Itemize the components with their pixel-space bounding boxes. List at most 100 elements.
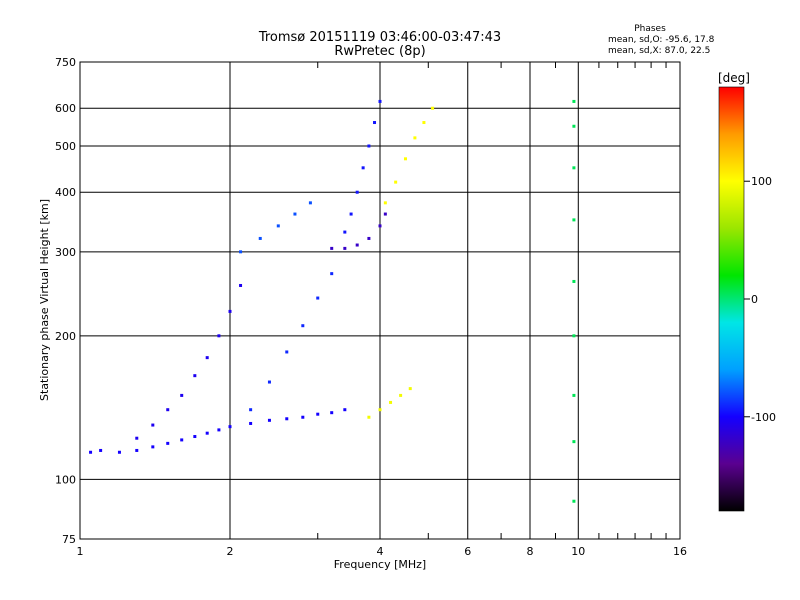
grid xyxy=(80,62,680,539)
echo-point xyxy=(151,423,155,427)
echo-point xyxy=(383,212,387,216)
phases-x-line: mean, sd,X: 87.0, 22.5 xyxy=(608,46,710,56)
echo-point xyxy=(355,243,359,247)
echo-point xyxy=(367,415,371,419)
echo-point xyxy=(205,431,209,435)
echo-point xyxy=(572,393,576,397)
echo-point xyxy=(408,387,412,391)
echo-point xyxy=(367,236,371,240)
echo-point xyxy=(193,435,197,439)
echo-point xyxy=(378,224,382,228)
colorbar-tick-label: 0 xyxy=(751,293,758,306)
echo-point xyxy=(383,201,387,205)
colorbar-tick-label: -100 xyxy=(751,411,776,424)
echo-point xyxy=(378,408,382,412)
y-tick-label: 75 xyxy=(62,533,76,546)
echo-point xyxy=(316,412,320,416)
echo-point xyxy=(367,144,371,148)
echo-point xyxy=(301,324,305,328)
echo-point xyxy=(330,246,334,250)
echo-point xyxy=(193,374,197,378)
echo-point xyxy=(217,428,221,432)
echo-point xyxy=(135,436,139,440)
x-axis-label: Frequency [MHz] xyxy=(334,558,426,571)
echo-point xyxy=(572,218,576,222)
echo-point xyxy=(399,393,403,397)
echo-point xyxy=(572,440,576,444)
echo-point xyxy=(285,417,289,421)
echo-point xyxy=(135,448,139,452)
echo-point xyxy=(343,408,347,412)
echo-point xyxy=(249,421,253,425)
x-tick-label: 16 xyxy=(673,545,687,558)
axes: 1 2 4 6 8 10 16 75 100 200 300 400 500 600 750 xyxy=(55,56,687,558)
echo-point xyxy=(166,408,170,412)
colorbar-tick-label: 100 xyxy=(751,175,772,188)
echo-point xyxy=(239,283,243,287)
data-points xyxy=(89,99,576,503)
x-tick-label: 10 xyxy=(571,545,585,558)
echo-point xyxy=(373,121,377,125)
echo-point xyxy=(180,393,184,397)
y-tick-label: 400 xyxy=(55,186,76,199)
echo-point xyxy=(117,450,121,454)
echo-point xyxy=(572,166,576,170)
phases-heading: Phases xyxy=(634,24,666,34)
echo-point xyxy=(293,212,297,216)
echo-point xyxy=(355,190,359,194)
echo-point xyxy=(239,250,243,254)
x-tick-label: 1 xyxy=(77,545,84,558)
echo-point xyxy=(316,296,320,300)
y-tick-label: 500 xyxy=(55,140,76,153)
echo-point xyxy=(572,499,576,503)
echo-point xyxy=(330,272,334,276)
y-axis-label: Stationary phase Virtual Height [km] xyxy=(38,199,51,401)
x-tick-label: 4 xyxy=(377,545,384,558)
x-tick-label: 6 xyxy=(464,545,471,558)
echo-point xyxy=(276,224,280,228)
chart-subtitle: RwPretec (8p) xyxy=(334,44,425,59)
x-tick-label: 2 xyxy=(227,545,234,558)
echo-point xyxy=(330,411,334,415)
x-tick-label: 8 xyxy=(527,545,534,558)
echo-point xyxy=(301,415,305,419)
echo-point xyxy=(228,309,232,313)
y-tick-label: 300 xyxy=(55,246,76,259)
echo-point xyxy=(151,445,155,449)
y-tick-label: 600 xyxy=(55,102,76,115)
colorbar: [deg] 100 0 -100 xyxy=(718,71,776,512)
echo-point xyxy=(378,99,382,103)
echo-point xyxy=(343,230,347,234)
echo-point xyxy=(99,448,103,452)
echo-point xyxy=(285,350,289,354)
echo-point xyxy=(258,236,262,240)
echo-point xyxy=(228,425,232,429)
echo-point xyxy=(389,400,393,404)
y-tick-label: 750 xyxy=(55,56,76,69)
phases-box: Phases mean, sd,O: -95.6, 17.8 mean, sd,… xyxy=(608,24,715,56)
echo-point xyxy=(89,450,93,454)
echo-point xyxy=(267,380,271,384)
echo-point xyxy=(361,166,365,170)
echo-point xyxy=(249,408,253,412)
y-tick-label: 100 xyxy=(55,473,76,486)
echo-point xyxy=(343,246,347,250)
echo-point xyxy=(413,136,417,140)
echo-point xyxy=(166,441,170,445)
echo-point xyxy=(572,124,576,128)
echo-point xyxy=(572,334,576,338)
y-tick-label: 200 xyxy=(55,330,76,343)
colorbar-gradient xyxy=(718,86,745,512)
echo-point xyxy=(394,180,398,184)
colorbar-ticks: 100 0 -100 xyxy=(744,175,776,424)
phases-o-line: mean, sd,O: -95.6, 17.8 xyxy=(608,35,715,45)
echo-point xyxy=(308,201,312,205)
plot-frame xyxy=(79,61,681,540)
echo-point xyxy=(349,212,353,216)
colorbar-label: [deg] xyxy=(718,71,750,85)
echo-point xyxy=(180,438,184,442)
chart-title: Tromsø 20151119 03:46:00-03:47:43 xyxy=(258,30,501,45)
echo-point xyxy=(267,418,271,422)
echo-point xyxy=(422,121,426,125)
